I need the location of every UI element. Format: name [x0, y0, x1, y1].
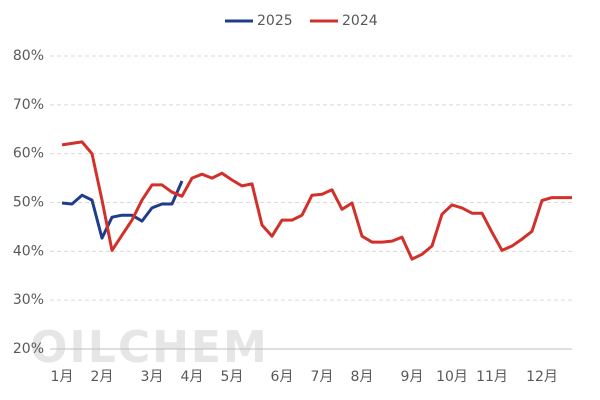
legend-label: 2025	[257, 13, 293, 29]
x-tick-label: 1月	[51, 369, 74, 385]
x-tick-label: 6月	[271, 369, 294, 385]
x-tick-label: 11月	[476, 369, 508, 385]
x-tick-label: 8月	[351, 369, 374, 385]
y-tick-label: 60%	[13, 146, 44, 162]
watermark: OILCHEM	[30, 322, 269, 373]
x-tick-label: 7月	[311, 369, 334, 385]
x-tick-label: 5月	[221, 369, 244, 385]
series-line	[61, 140, 572, 261]
x-tick-label: 12月	[526, 369, 558, 385]
y-tick-label: 30%	[13, 292, 44, 308]
legend-label: 2024	[342, 13, 378, 29]
y-tick-label: 40%	[13, 243, 44, 259]
x-tick-label: 4月	[181, 369, 204, 385]
y-tick-label: 20%	[13, 341, 44, 357]
x-tick-label: 2月	[91, 369, 114, 385]
series-line	[61, 180, 184, 240]
x-tick-label: 9月	[401, 369, 424, 385]
y-tick-label: 70%	[13, 97, 44, 113]
y-tick-label: 80%	[13, 48, 44, 64]
x-tick-label: 10月	[436, 369, 468, 385]
x-tick-label: 3月	[141, 369, 164, 385]
y-tick-label: 50%	[13, 195, 44, 211]
